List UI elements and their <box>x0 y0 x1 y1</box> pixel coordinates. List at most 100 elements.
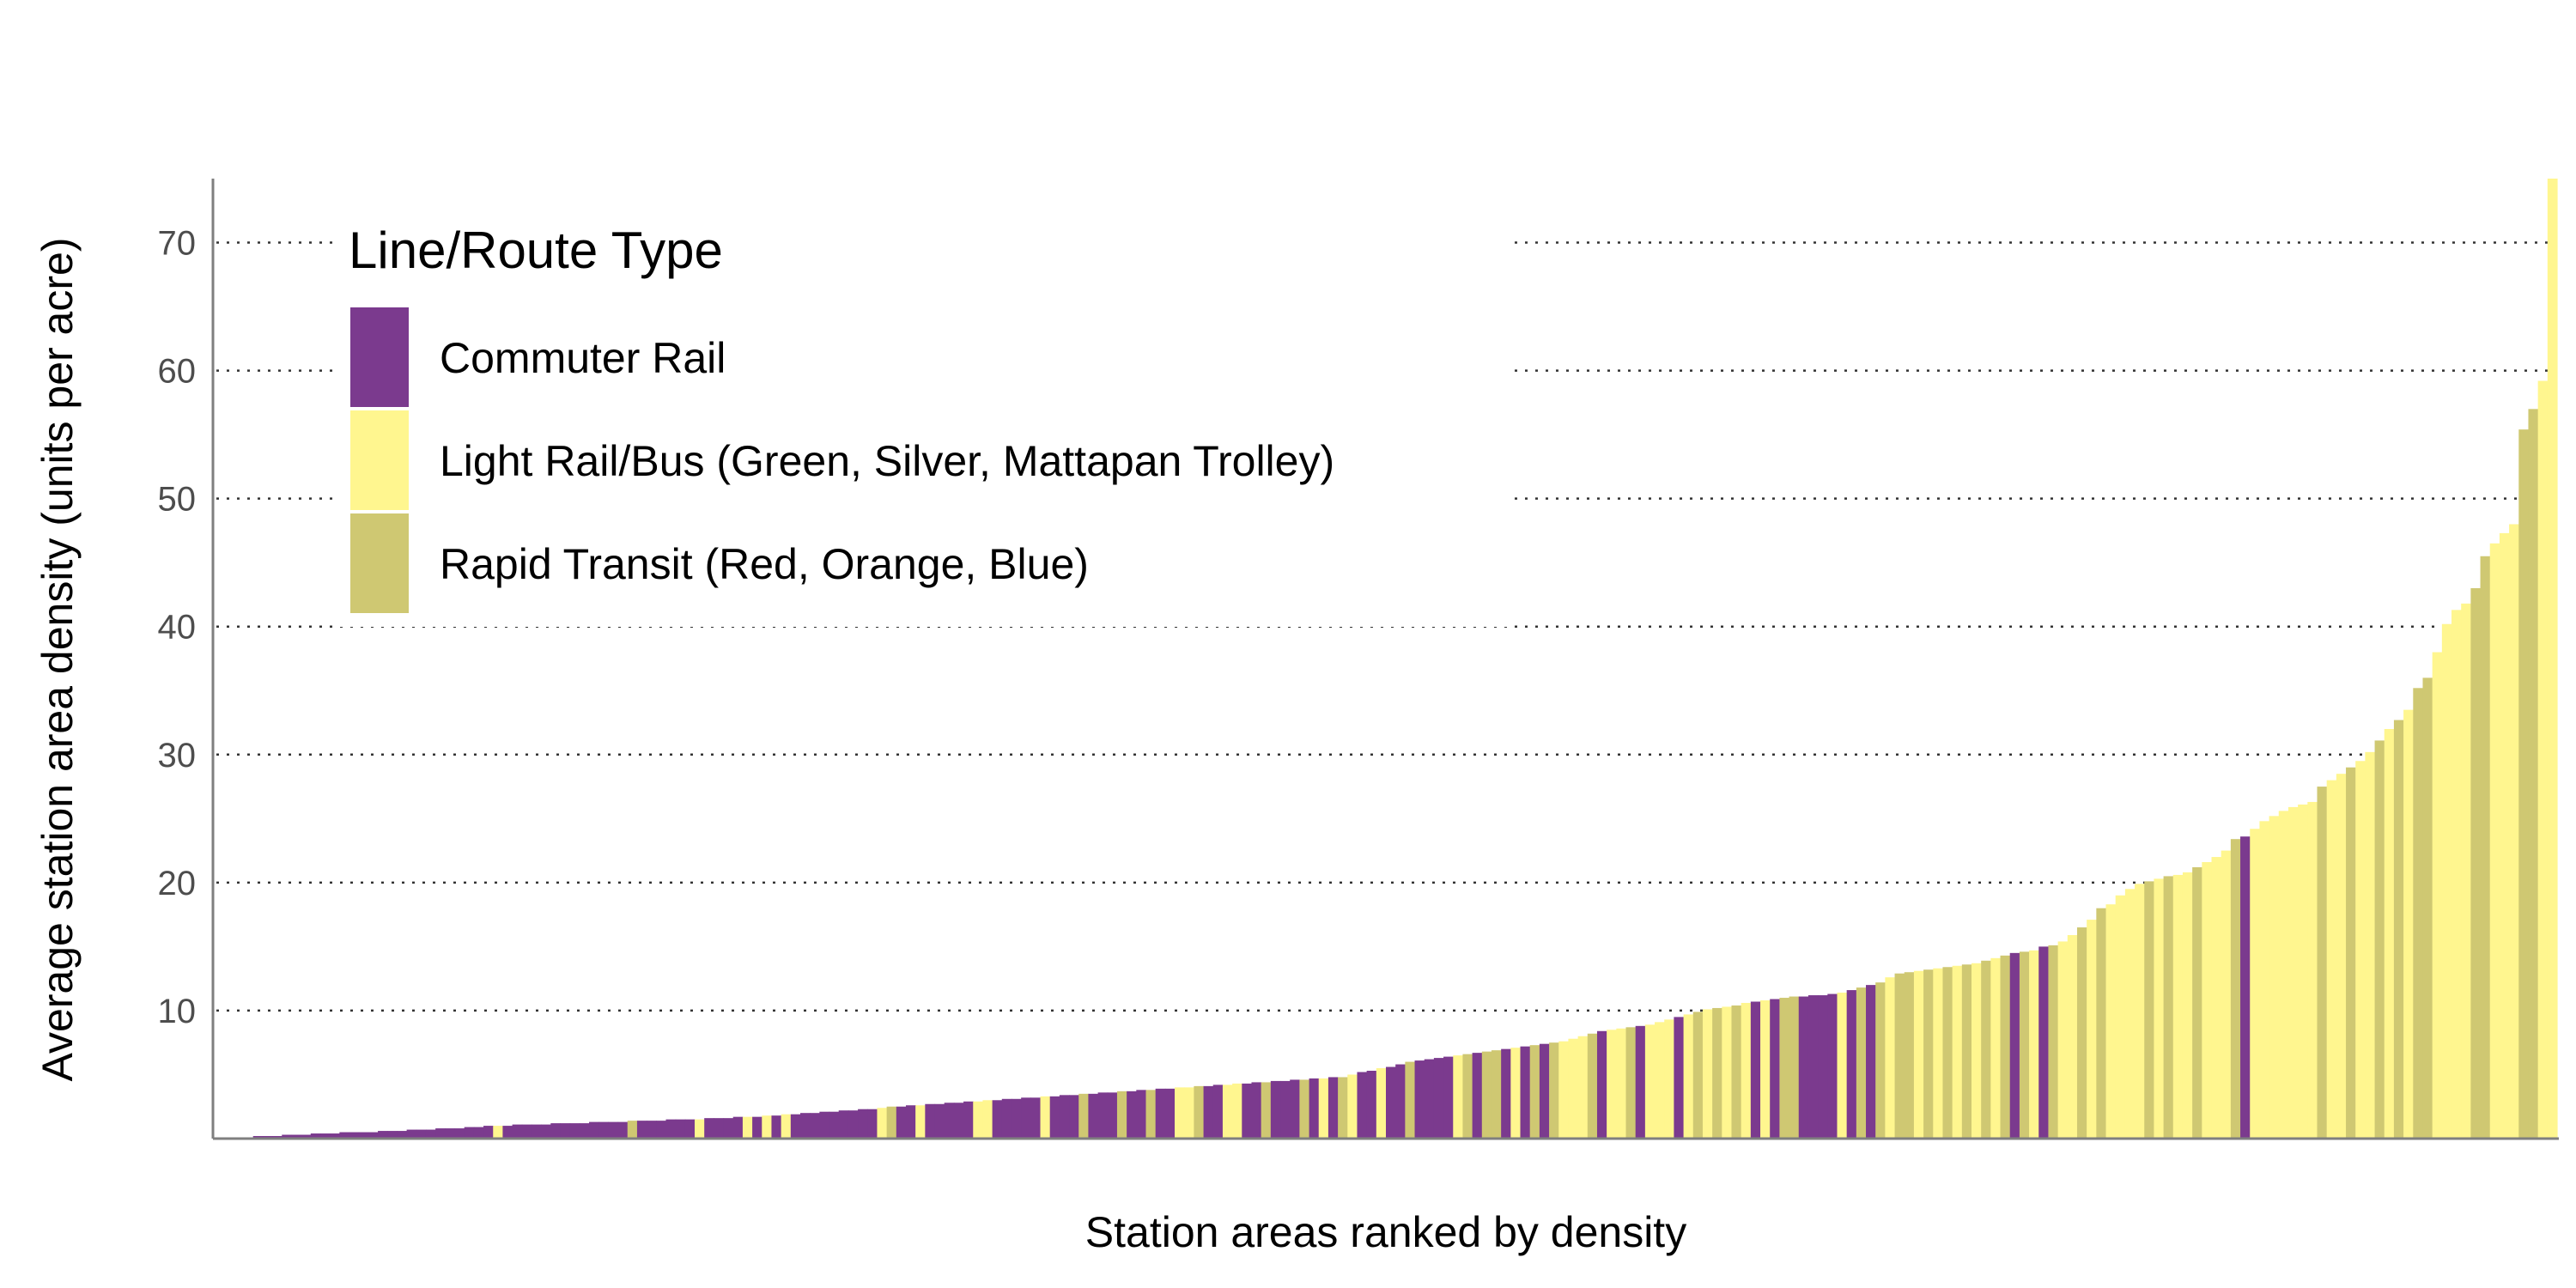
legend-title: Line/Route Type <box>349 222 723 279</box>
legend-background <box>335 215 1511 627</box>
bar-34 <box>531 1124 542 1139</box>
bar-28 <box>473 1127 484 1139</box>
bar-232 <box>2432 652 2443 1139</box>
bar-33 <box>521 1124 532 1139</box>
bar-35 <box>541 1124 551 1139</box>
bar-134 <box>1491 1050 1502 1139</box>
bar-150 <box>1644 1024 1656 1139</box>
bar-51 <box>695 1119 705 1139</box>
bar-57 <box>752 1116 762 1139</box>
bar-40 <box>589 1121 599 1139</box>
bar-122 <box>1376 1068 1387 1139</box>
bar-145 <box>1596 1030 1607 1139</box>
bar-236 <box>2470 588 2482 1139</box>
bar-127 <box>1424 1059 1435 1139</box>
bar-120 <box>1357 1072 1368 1139</box>
bar-209 <box>2211 857 2222 1139</box>
bar-156 <box>1702 1009 1713 1139</box>
bar-70 <box>877 1108 888 1139</box>
bar-153 <box>1674 1017 1685 1139</box>
bar-8 <box>282 1134 293 1139</box>
bar-72 <box>896 1106 907 1139</box>
bar-165 <box>1789 996 1800 1139</box>
bar-190 <box>2029 950 2039 1139</box>
bar-220 <box>2317 787 2328 1139</box>
bar-98 <box>1145 1090 1157 1139</box>
bar-161 <box>1750 1001 1761 1139</box>
bar-139 <box>1539 1043 1550 1139</box>
bar-118 <box>1338 1077 1348 1139</box>
bar-27 <box>464 1127 475 1139</box>
y-tick-label-40: 40 <box>158 609 197 647</box>
bar-62 <box>800 1113 811 1139</box>
bar-129 <box>1443 1056 1454 1139</box>
bar-100 <box>1164 1088 1176 1139</box>
bar-39 <box>579 1123 590 1139</box>
bar-133 <box>1481 1051 1492 1139</box>
bar-18 <box>378 1131 388 1139</box>
bar-79 <box>963 1101 974 1139</box>
bar-36 <box>550 1123 562 1139</box>
bar-78 <box>953 1103 964 1139</box>
bar-96 <box>1127 1091 1137 1139</box>
bar-123 <box>1386 1066 1396 1139</box>
bar-163 <box>1770 999 1780 1139</box>
bar-101 <box>1175 1087 1185 1139</box>
bar-242 <box>2528 409 2539 1139</box>
bar-189 <box>2019 951 2030 1139</box>
bar-204 <box>2163 876 2174 1139</box>
y-axis-title: Average station area density (units per … <box>33 238 82 1082</box>
bar-48 <box>665 1119 677 1139</box>
bar-138 <box>1529 1045 1540 1139</box>
bar-137 <box>1520 1046 1531 1139</box>
bar-178 <box>1913 970 1924 1139</box>
bar-171 <box>1846 990 1857 1139</box>
bar-197 <box>2096 908 2107 1139</box>
bar-82 <box>992 1100 1003 1139</box>
bar-225 <box>2365 751 2376 1139</box>
bar-75 <box>925 1103 936 1139</box>
bar-116 <box>1318 1078 1329 1139</box>
bar-80 <box>973 1101 984 1139</box>
bar-214 <box>2259 821 2270 1139</box>
bar-216 <box>2278 811 2289 1139</box>
bar-9 <box>291 1134 302 1139</box>
bar-105 <box>1212 1084 1224 1139</box>
bar-141 <box>1558 1041 1570 1139</box>
bar-177 <box>1904 972 1915 1139</box>
legend-label-light-rail-bus: Light Rail/Bus (Green, Silver, Mattapan … <box>440 437 1334 485</box>
bar-203 <box>2154 878 2165 1139</box>
bar-32 <box>512 1124 523 1139</box>
bar-67 <box>848 1110 859 1139</box>
bar-89 <box>1059 1095 1070 1139</box>
bar-43 <box>617 1121 629 1139</box>
bar-29 <box>483 1126 494 1139</box>
bar-68 <box>858 1109 868 1139</box>
legend-swatch-commuter-rail <box>350 307 409 407</box>
bar-226 <box>2374 740 2385 1139</box>
bar-229 <box>2403 709 2414 1139</box>
bar-244 <box>2547 179 2558 1139</box>
bar-38 <box>569 1123 580 1139</box>
bar-164 <box>1779 998 1790 1139</box>
bar-194 <box>2067 934 2078 1139</box>
bar-74 <box>915 1105 926 1139</box>
axes <box>211 179 2559 1140</box>
bar-148 <box>1625 1027 1637 1139</box>
bar-132 <box>1472 1053 1483 1139</box>
bar-128 <box>1433 1058 1444 1139</box>
bar-53 <box>714 1118 725 1139</box>
bar-131 <box>1462 1054 1473 1139</box>
bar-140 <box>1549 1042 1559 1139</box>
bar-217 <box>2287 806 2299 1139</box>
bar-109 <box>1251 1082 1262 1139</box>
bar-65 <box>829 1111 840 1139</box>
y-tick-label-20: 20 <box>158 865 197 902</box>
y-tick-label-10: 10 <box>158 993 197 1030</box>
bar-95 <box>1116 1091 1127 1139</box>
bar-173 <box>1866 985 1876 1139</box>
bar-14 <box>339 1132 350 1139</box>
bar-119 <box>1347 1074 1358 1139</box>
bar-191 <box>2038 946 2050 1139</box>
